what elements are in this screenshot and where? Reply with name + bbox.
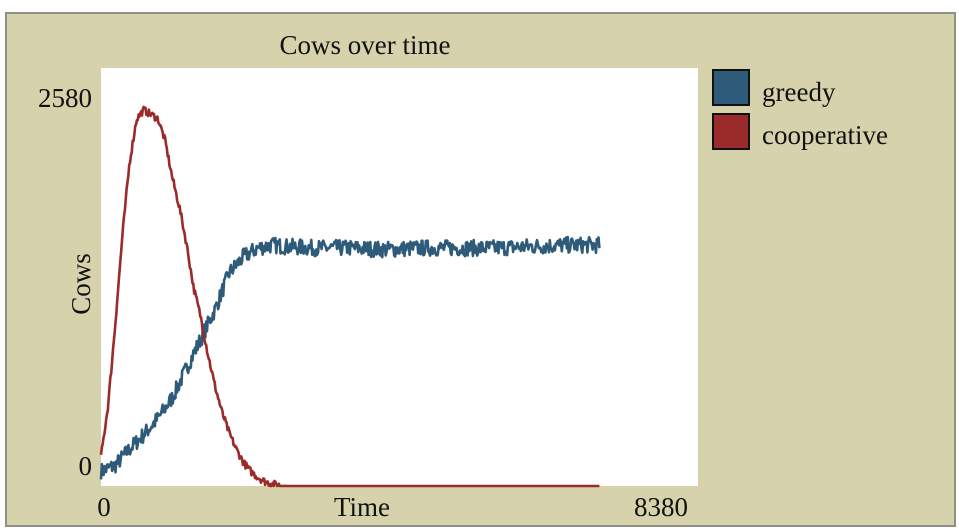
- plot-area: [101, 68, 698, 486]
- legend-label-cooperative: cooperative: [762, 120, 888, 150]
- legend-swatch-greedy: [712, 69, 750, 106]
- legend: greedy cooperative: [712, 69, 888, 150]
- legend-swatch-cooperative: [712, 113, 750, 150]
- chart-title: Cows over time: [280, 30, 451, 60]
- y-axis-max-label: 2580: [38, 83, 92, 113]
- y-axis-title: Cows: [66, 253, 96, 315]
- x-axis-title: Time: [334, 492, 390, 522]
- series-line-greedy: [99, 235, 601, 480]
- y-axis-min-label: 0: [79, 451, 93, 481]
- series-line-cooperative: [99, 105, 600, 488]
- series-layer: [99, 105, 601, 488]
- x-axis-min-label: 0: [97, 492, 111, 522]
- legend-label-greedy: greedy: [762, 77, 836, 107]
- x-axis-max-label: 8380: [634, 492, 688, 522]
